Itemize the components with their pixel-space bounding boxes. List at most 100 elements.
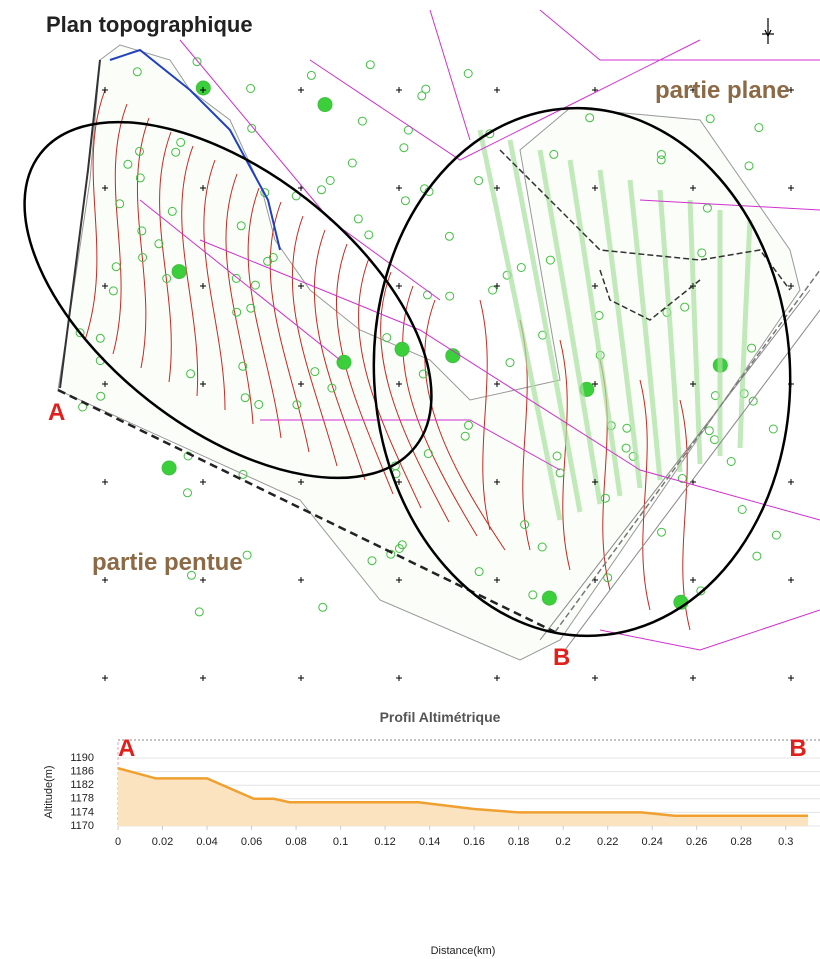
tree xyxy=(464,70,472,78)
cross xyxy=(494,87,500,93)
x-tick-label: 0.14 xyxy=(419,836,440,848)
tree xyxy=(753,552,761,560)
tree xyxy=(162,461,176,475)
tree xyxy=(772,531,780,539)
area-fill xyxy=(118,768,808,826)
map-title: Plan topographique xyxy=(46,12,253,37)
tree xyxy=(446,292,454,300)
x-tick-label: 0.26 xyxy=(686,836,707,848)
tree xyxy=(319,603,327,611)
tree xyxy=(506,359,514,367)
tree xyxy=(366,61,374,69)
tree xyxy=(400,144,408,152)
cross xyxy=(494,381,500,387)
cross xyxy=(200,577,206,583)
cross xyxy=(298,675,304,681)
cross xyxy=(396,675,402,681)
north-arrow xyxy=(762,18,774,44)
tree xyxy=(517,264,525,272)
cross xyxy=(396,87,402,93)
cross xyxy=(298,87,304,93)
cross xyxy=(102,675,108,681)
y-tick-label: 1174 xyxy=(70,806,94,818)
tree xyxy=(318,98,332,112)
zone-label: partie plane xyxy=(655,77,790,104)
y-tick-label: 1190 xyxy=(70,752,94,764)
x-tick-label: 0.04 xyxy=(196,836,217,848)
cross xyxy=(102,577,108,583)
tree xyxy=(354,215,362,223)
tree xyxy=(769,425,777,433)
tree xyxy=(706,115,714,123)
tree xyxy=(326,177,334,185)
x-tick-label: 0.16 xyxy=(463,836,484,848)
tree xyxy=(383,334,391,342)
cross xyxy=(494,675,500,681)
tree xyxy=(445,232,453,240)
cross xyxy=(690,675,696,681)
cross xyxy=(788,577,794,583)
page: Plan topographique partie plane partie p… xyxy=(0,0,820,959)
cross xyxy=(788,675,794,681)
tree xyxy=(475,177,483,185)
x-axis-title: Distance(km) xyxy=(431,945,496,957)
x-tick-label: 0.22 xyxy=(597,836,618,848)
x-tick-label: 0.02 xyxy=(152,836,173,848)
profile-chart: Profil Altimétrique Altitude(m) Distance… xyxy=(43,709,820,957)
tree xyxy=(318,186,326,194)
tree xyxy=(365,231,373,239)
topographic-map: Plan topographique partie plane partie p… xyxy=(0,10,820,681)
y-tick-label: 1170 xyxy=(70,820,94,832)
x-tick-label: 0.08 xyxy=(285,836,306,848)
cross xyxy=(200,479,206,485)
tree xyxy=(195,608,203,616)
cross xyxy=(102,479,108,485)
tree xyxy=(489,286,497,294)
tree xyxy=(711,436,719,444)
annotation: A xyxy=(118,735,135,762)
tree xyxy=(424,291,432,299)
x-tick-label: 0.06 xyxy=(241,836,262,848)
tree xyxy=(307,71,315,79)
tree xyxy=(542,591,556,605)
point-label: A xyxy=(48,399,65,426)
cross xyxy=(592,675,598,681)
tree xyxy=(172,265,186,279)
cross xyxy=(690,577,696,583)
tree xyxy=(705,427,713,435)
x-tick-label: 0.2 xyxy=(556,836,571,848)
cross xyxy=(396,185,402,191)
tree xyxy=(401,197,409,205)
tree xyxy=(745,162,753,170)
x-tick-label: 0.3 xyxy=(778,836,793,848)
tree xyxy=(395,342,409,356)
tree xyxy=(243,551,251,559)
zone-label: partie pentue xyxy=(92,549,243,576)
tree xyxy=(184,489,192,497)
y-axis-title: Altitude(m) xyxy=(43,765,55,818)
annotation: B xyxy=(789,735,806,762)
tree xyxy=(348,159,356,167)
x-tick-label: 0.1 xyxy=(333,836,348,848)
cross xyxy=(396,283,402,289)
y-tick-label: 1178 xyxy=(70,793,94,805)
x-tick-label: 0.28 xyxy=(731,836,752,848)
chart-title: Profil Altimétrique xyxy=(380,709,501,725)
tree xyxy=(738,506,746,514)
x-tick-label: 0.18 xyxy=(508,836,529,848)
tree xyxy=(658,528,666,536)
y-tick-label: 1186 xyxy=(70,766,94,778)
point-label: B xyxy=(553,644,570,671)
tree xyxy=(418,92,426,100)
tree xyxy=(337,355,351,369)
x-tick-label: 0.24 xyxy=(641,836,662,848)
x-tick-label: 0.12 xyxy=(374,836,395,848)
cross xyxy=(788,185,794,191)
tree xyxy=(727,458,735,466)
tree xyxy=(358,117,366,125)
cross xyxy=(298,577,304,583)
y-tick-label: 1182 xyxy=(70,779,94,791)
x-tick-label: 0 xyxy=(115,836,121,848)
tree xyxy=(755,124,763,132)
cross xyxy=(788,479,794,485)
